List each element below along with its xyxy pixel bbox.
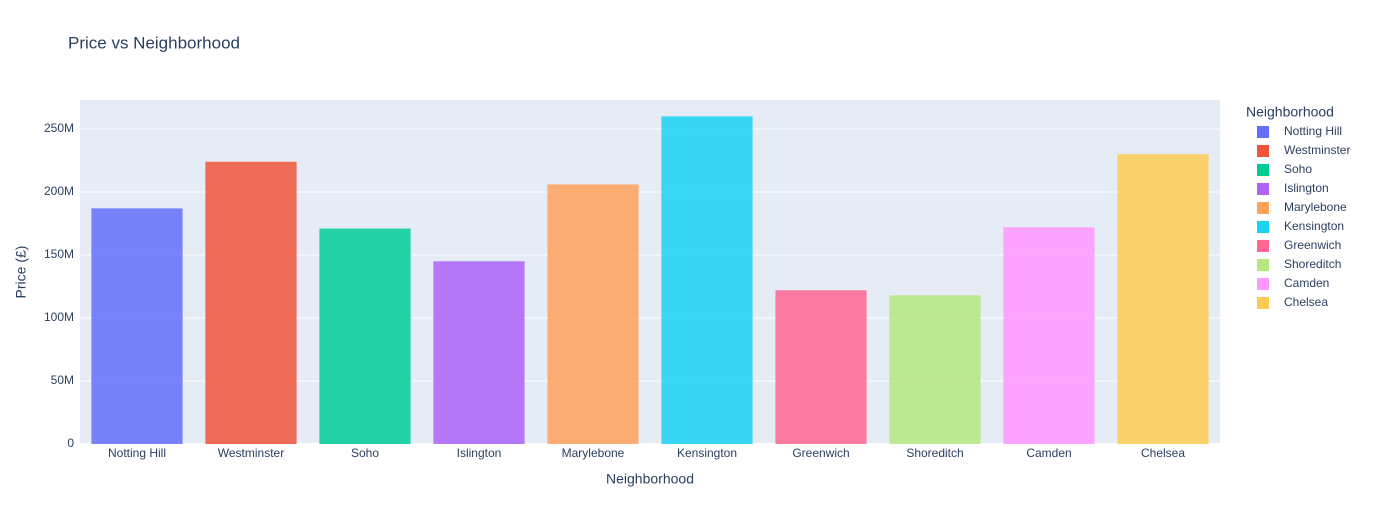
legend-swatch <box>1257 259 1269 271</box>
legend-swatch <box>1257 297 1269 309</box>
x-tick-label: Chelsea <box>1141 446 1185 460</box>
y-tick-label: 50M <box>51 373 74 387</box>
y-tick-label: 200M <box>44 184 74 198</box>
bar <box>205 161 297 444</box>
legend-swatch <box>1257 126 1269 138</box>
bar <box>433 261 525 444</box>
x-axis-title: Neighborhood <box>606 471 694 487</box>
y-tick-label: 150M <box>44 247 74 261</box>
bar <box>661 116 753 444</box>
legend-swatch <box>1257 202 1269 214</box>
x-tick-label: Marylebone <box>562 446 625 460</box>
legend-label: Camden <box>1284 276 1329 290</box>
legend-swatch <box>1257 278 1269 290</box>
y-tick-label: 0 <box>67 436 74 450</box>
x-tick-label: Shoreditch <box>906 446 963 460</box>
bar <box>889 295 981 444</box>
bar <box>547 184 639 444</box>
legend-label: Shoreditch <box>1284 257 1341 271</box>
x-tick-label: Greenwich <box>792 446 849 460</box>
legend-swatch <box>1257 221 1269 233</box>
legend-label: Marylebone <box>1284 200 1347 214</box>
bar <box>1117 154 1209 444</box>
bar <box>319 228 411 444</box>
bar <box>91 208 183 444</box>
y-axis-title: Price (£) <box>13 246 29 299</box>
y-tick-label: 100M <box>44 310 74 324</box>
x-tick-label: Notting Hill <box>108 446 166 460</box>
legend-swatch <box>1257 164 1269 176</box>
legend-label: Greenwich <box>1284 238 1341 252</box>
x-tick-label: Islington <box>457 446 502 460</box>
x-tick-label: Soho <box>351 446 379 460</box>
chart-title: Price vs Neighborhood <box>68 33 240 52</box>
legend-label: Notting Hill <box>1284 124 1342 138</box>
legend-swatch <box>1257 145 1269 157</box>
bar <box>1003 227 1095 444</box>
x-tick-label: Camden <box>1026 446 1071 460</box>
legend-swatch <box>1257 183 1269 195</box>
legend-label: Westminster <box>1284 143 1350 157</box>
legend-label: Islington <box>1284 181 1329 195</box>
legend-label: Kensington <box>1284 219 1344 233</box>
legend-label: Soho <box>1284 162 1312 176</box>
legend-swatch <box>1257 240 1269 252</box>
x-tick-label: Kensington <box>677 446 737 460</box>
y-tick-label: 250M <box>44 121 74 135</box>
legend-title: Neighborhood <box>1246 104 1334 120</box>
legend-label: Chelsea <box>1284 295 1328 309</box>
x-tick-label: Westminster <box>218 446 284 460</box>
bar <box>775 290 867 444</box>
